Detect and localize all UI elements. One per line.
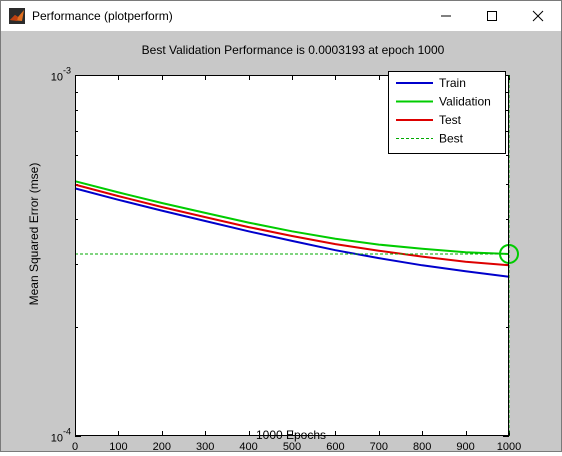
window-title: Performance (plotperform) — [32, 9, 173, 23]
matlab-icon — [9, 8, 25, 24]
close-icon — [532, 10, 544, 22]
close-button[interactable] — [515, 1, 561, 31]
x-tick-label: 600 — [326, 441, 344, 451]
x-tick-label: 0 — [72, 441, 78, 451]
legend-label-train: Train — [439, 76, 466, 90]
legend-label-best: Best — [439, 132, 464, 146]
legend-label-test: Test — [439, 113, 462, 127]
minimize-icon — [441, 15, 451, 17]
x-axis-label: 1000 Epochs — [256, 428, 326, 442]
axes-frame — [75, 75, 509, 436]
x-tick-label: 400 — [239, 441, 257, 451]
y-axis-label: Mean Squared Error (mse) — [27, 163, 41, 306]
minimize-button[interactable] — [423, 1, 469, 31]
performance-chart: Best Validation Performance is 0.0003193… — [27, 43, 522, 454]
series-line-validation — [74, 180, 510, 255]
x-tick-label: 500 — [283, 441, 301, 451]
series-line-train — [74, 187, 510, 278]
y-tick-label: 10-4 — [51, 427, 71, 445]
legend-box — [388, 71, 506, 154]
x-tick-label: 200 — [153, 441, 171, 451]
axis-ticks: 0 100 200 300 400 500 600 700 800 900 1000 10-3 10-4 — [51, 66, 522, 454]
x-tick-label: 300 — [196, 441, 214, 451]
x-tick-label: 800 — [413, 441, 431, 451]
maximize-button[interactable] — [469, 1, 515, 31]
maximize-icon — [487, 11, 497, 21]
x-tick-label: 700 — [370, 441, 388, 451]
figure-area: Best Validation Performance is 0.0003193… — [1, 31, 561, 454]
x-tick-label: 1000 — [497, 441, 521, 451]
title-bar[interactable]: Performance (plotperform) — [1, 1, 561, 31]
x-tick-label: 900 — [456, 441, 474, 451]
chart-title: Best Validation Performance is 0.0003193… — [142, 43, 445, 57]
series-line-test — [74, 183, 510, 267]
x-tick-label: 100 — [109, 441, 127, 451]
legend: Train Validation Test Best — [388, 71, 506, 154]
y-tick-label: 10-3 — [51, 66, 71, 84]
legend-label-validation: Validation — [439, 95, 491, 109]
series-lines — [74, 75, 519, 436]
